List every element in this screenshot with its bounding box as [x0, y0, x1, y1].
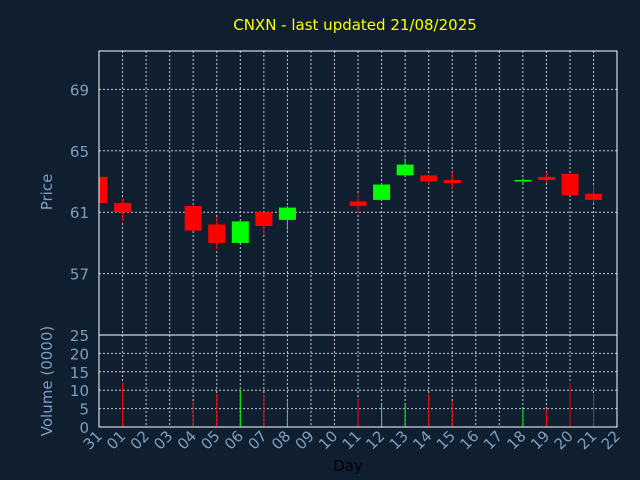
candle-body [561, 173, 579, 196]
x-tick-label: 22 [598, 427, 624, 453]
candle [561, 173, 579, 196]
x-tick-label: 11 [339, 427, 365, 453]
x-tick-label: 08 [268, 427, 294, 453]
candle-body [373, 184, 391, 200]
volume-panel-frame [98, 334, 618, 428]
x-tick-label: 09 [292, 427, 318, 453]
x-tick-label: 17 [480, 427, 506, 453]
volume-axis-label: Volume (0000) [38, 326, 56, 436]
x-tick-label: 02 [127, 427, 153, 453]
candle [255, 212, 273, 236]
x-tick-label: 05 [197, 427, 223, 453]
volume-tick-label: 10 [70, 382, 89, 400]
price-axis-label: Price [38, 174, 56, 211]
candle-body [278, 207, 296, 220]
candle-body [420, 175, 438, 182]
chart-title: CNXN - last updated 21/08/2025 [233, 16, 477, 34]
candle [278, 206, 296, 231]
candle [514, 178, 532, 185]
price-tick-label: 65 [70, 143, 89, 161]
x-axis-label: Day [333, 457, 363, 475]
candle-body [396, 164, 414, 176]
x-tick-label: 12 [362, 427, 388, 453]
candle-body [208, 224, 226, 243]
candle-body [184, 206, 202, 231]
candle-body [514, 179, 532, 182]
candle-body [231, 221, 249, 243]
candle-body [537, 176, 555, 180]
candle-body [585, 193, 603, 200]
candle [184, 206, 202, 231]
volume-tick-label: 15 [70, 364, 89, 382]
x-tick-label: 01 [103, 427, 129, 453]
candle-body [349, 201, 367, 207]
candle [443, 172, 461, 190]
x-tick-label: 10 [315, 427, 341, 453]
x-tick-label: 18 [503, 427, 529, 453]
x-tick-label: 15 [433, 427, 459, 453]
x-tick-label: 04 [174, 427, 200, 453]
x-tick-label: 16 [456, 427, 482, 453]
candle [231, 221, 249, 243]
x-tick-label: 07 [244, 427, 270, 453]
volume-tick-label: 25 [70, 327, 89, 345]
price-tick-label: 57 [70, 266, 89, 284]
candle [208, 216, 226, 250]
price-tick-label: 69 [70, 81, 89, 99]
x-tick-label: 13 [386, 427, 412, 453]
candle-body [443, 179, 461, 184]
x-tick-label: 14 [409, 427, 435, 453]
candle-body [114, 202, 132, 213]
price-panel: 57 61 65 69 [70, 50, 618, 336]
candle [98, 176, 108, 203]
candle [373, 183, 391, 200]
candle [396, 158, 414, 176]
x-tick-label: 20 [551, 427, 577, 453]
volume-tick-label: 0 [79, 419, 89, 437]
candle [114, 198, 132, 222]
candle [537, 172, 555, 184]
volume-tick-label: 20 [70, 345, 89, 363]
candle [349, 193, 367, 214]
candle-body [255, 212, 273, 227]
candle [585, 184, 603, 203]
price-tick-label: 61 [70, 204, 89, 222]
x-tick-label: 03 [150, 427, 176, 453]
volume-tick-label: 5 [79, 401, 89, 419]
x-tick-label: 21 [574, 427, 600, 453]
x-tick-label: 19 [527, 427, 553, 453]
candle [420, 175, 438, 185]
candle-body [99, 176, 108, 203]
x-tick-label: 06 [221, 427, 247, 453]
